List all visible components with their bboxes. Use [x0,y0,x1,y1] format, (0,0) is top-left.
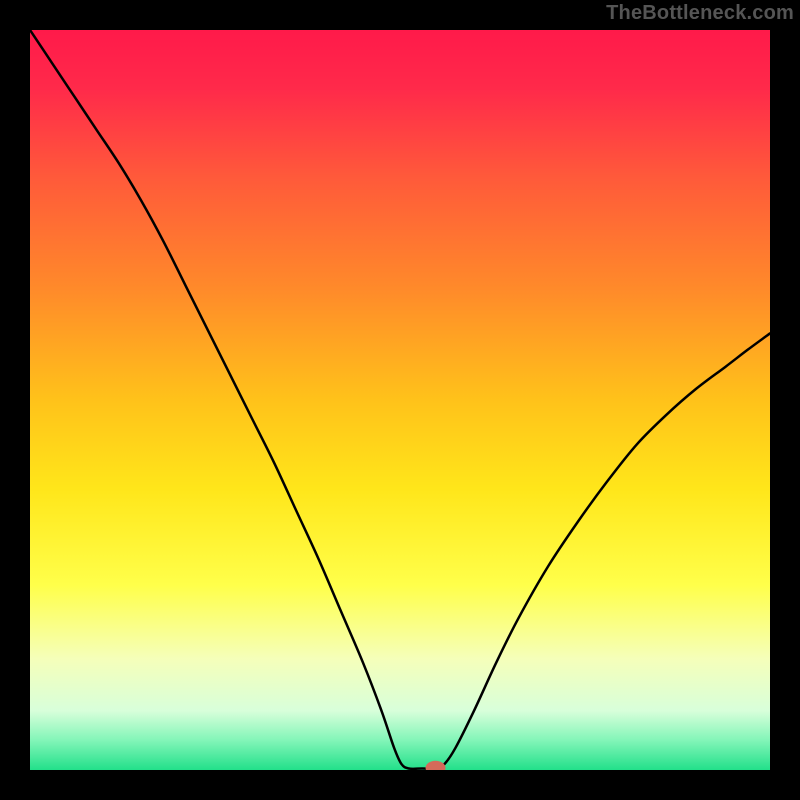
watermark-text: TheBottleneck.com [600,0,800,27]
chart-frame: TheBottleneck.com [0,0,800,800]
bottleneck-plot [30,30,770,770]
plot-background [30,30,770,770]
